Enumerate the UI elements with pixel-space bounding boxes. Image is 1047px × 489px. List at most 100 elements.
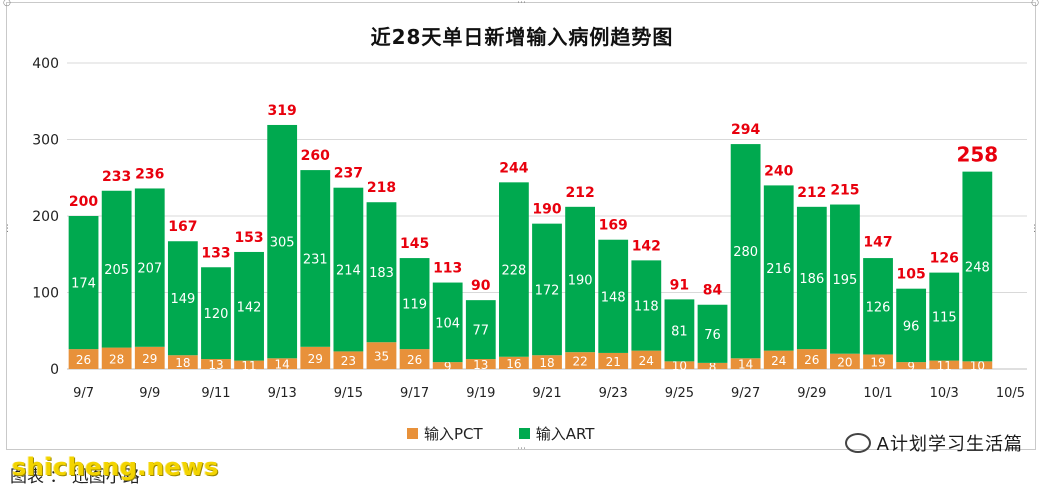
total-label: 212 [565, 185, 594, 201]
total-label: 84 [703, 283, 723, 299]
resize-handle-bottom[interactable]: ⋯ [517, 444, 526, 454]
bar-art [465, 300, 496, 360]
bar-label-art: 174 [71, 277, 96, 292]
x-tick-label: 9/9 [139, 386, 160, 401]
bar-pct [101, 347, 132, 369]
bar-art [730, 144, 761, 359]
bar-pct [499, 356, 529, 369]
chart-title: 近28天单日新增输入病例趋势图 [370, 25, 674, 49]
bar-label-pct: 18 [175, 356, 190, 370]
bar-art [300, 170, 331, 347]
bar-label-art: 231 [303, 252, 328, 267]
x-tick-label: 9/27 [731, 386, 760, 401]
bar-label-art: 216 [766, 262, 791, 277]
resize-handle-left[interactable]: ⋮ [3, 224, 12, 234]
resize-handle-top[interactable]: ⋯ [517, 0, 526, 8]
bar-label-art: 207 [137, 262, 162, 277]
total-label: 200 [69, 194, 98, 210]
bar-pct [399, 349, 430, 369]
bar-pct [631, 350, 662, 369]
bar-pct [763, 350, 794, 369]
total-label: 237 [334, 166, 363, 182]
legend-item-pct: 输入PCT [407, 423, 483, 444]
bar-pct [267, 358, 298, 369]
bar-label-art: 190 [568, 273, 593, 288]
total-label: 145 [400, 236, 429, 252]
bar-label-art: 118 [634, 300, 659, 315]
chart-caption: 图表 ： 迅图小路 [10, 467, 140, 487]
bar-art [366, 202, 397, 343]
bar-label-art: 172 [535, 283, 560, 298]
legend-swatch-pct [407, 428, 418, 439]
legend-label-art: 输入ART [535, 425, 595, 443]
total-label: 233 [102, 169, 131, 185]
wechat-icon [844, 433, 871, 453]
x-tick-label: 9/21 [532, 386, 561, 401]
bar-art [631, 260, 662, 351]
total-label: 260 [301, 148, 330, 164]
total-label: 212 [797, 185, 826, 201]
bar-label-pct: 26 [76, 353, 91, 367]
bar-art [68, 216, 99, 350]
bar-label-pct: 21 [606, 355, 621, 369]
total-label: 105 [897, 267, 926, 283]
bar-label-pct: 13 [473, 358, 488, 372]
chart-legend: 输入PCT 输入ART [407, 423, 594, 444]
bar-label-art: 76 [704, 328, 721, 343]
bar-label-art: 186 [799, 272, 824, 287]
legend-swatch-art [518, 428, 530, 439]
bar-label-pct: 20 [837, 355, 852, 369]
total-label: 169 [599, 218, 628, 234]
watermark-text: A计划学习生活篇 [876, 434, 1023, 455]
site-watermark: shicheng.news [12, 453, 219, 481]
total-label: 294 [731, 122, 760, 138]
bar-pct [598, 352, 629, 369]
bar-art [896, 288, 927, 363]
bar-label-pct: 10 [970, 359, 985, 373]
bar-pct [201, 359, 231, 369]
bar-label-pct: 16 [506, 357, 521, 371]
bar-label-pct: 24 [639, 354, 654, 368]
bar-art [532, 223, 562, 356]
x-tick-label: 10/3 [930, 386, 959, 401]
bar-label-pct: 9 [907, 360, 915, 374]
bar-art [234, 251, 264, 361]
bar-art [830, 204, 860, 354]
bar-art [697, 304, 728, 363]
bar-label-art: 104 [435, 316, 460, 331]
bar-label-pct: 19 [870, 356, 885, 370]
bar-label-art: 183 [369, 266, 394, 281]
bar-label-art: 96 [903, 319, 920, 334]
bar-art [664, 299, 695, 362]
legend-item-art: 输入ART [518, 423, 595, 444]
bar-label-pct: 14 [738, 358, 753, 372]
total-label: 142 [632, 238, 661, 254]
total-label: 90 [471, 278, 491, 294]
bar-label-art: 77 [473, 324, 490, 339]
bar-label-pct: 18 [539, 356, 554, 370]
bar-pct [697, 362, 728, 369]
bar-pct [68, 349, 99, 369]
chart-plot: 0 100 200 300 400 26 174 200 28 205 233 29 207 236 18 1… [32, 56, 1027, 401]
bar-art [763, 185, 794, 351]
bar-pct [664, 361, 695, 369]
bar-label-pct: 14 [275, 358, 290, 372]
bar-label-pct: 23 [341, 354, 356, 368]
bar-label-pct: 35 [374, 350, 389, 364]
bar-pct [432, 362, 463, 369]
resize-handle-top-left[interactable]: ○ [3, 0, 11, 8]
y-tick-label: 100 [32, 286, 59, 302]
bar-label-pct: 28 [109, 352, 124, 366]
bar-label-pct: 26 [407, 353, 422, 367]
watermark: A计划学习生活篇 [844, 430, 1023, 456]
total-label: 215 [830, 183, 859, 199]
bar-label-pct: 26 [804, 353, 819, 367]
total-label: 236 [135, 166, 164, 182]
total-label: 126 [930, 251, 959, 267]
bar-art [565, 206, 595, 353]
x-tick-label: 9/19 [466, 386, 495, 401]
bar-art [598, 239, 629, 353]
total-label: 147 [863, 235, 892, 251]
resize-handle-right[interactable]: ⋮ [1030, 224, 1039, 234]
resize-handle-top-right[interactable]: ○ [1031, 0, 1039, 8]
